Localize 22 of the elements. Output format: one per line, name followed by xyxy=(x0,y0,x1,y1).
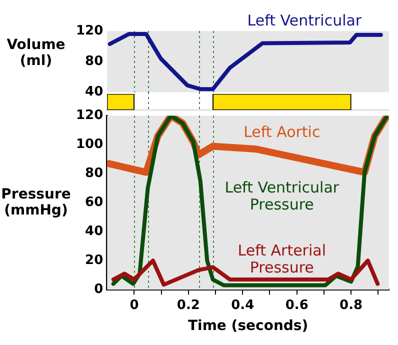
x-tick-label: 0.4 xyxy=(231,298,254,313)
series-label: Left Aortic xyxy=(244,123,320,142)
series-label: Left Arterial Pressure xyxy=(238,241,326,276)
series-label: Left Ventricular Pressure xyxy=(224,178,340,214)
series-label: Left Ventricular xyxy=(247,12,362,30)
x-tick-label: 0 xyxy=(130,298,139,313)
y-tick-label: 40 xyxy=(85,84,104,100)
x-tick-label: 0.6 xyxy=(285,298,308,313)
y-tick-label: 80 xyxy=(85,54,104,69)
y-tick-label: 120 xyxy=(76,108,104,124)
y-tick-label: 0 xyxy=(94,282,104,297)
x-tick-label: 0.2 xyxy=(176,298,200,313)
y-axis-title: Pressure (mmHg) xyxy=(1,186,71,218)
x-axis-title: Time (seconds) xyxy=(188,318,308,334)
x-tick-label: 0.8 xyxy=(340,298,363,313)
y-axis-title: Volume (ml) xyxy=(6,37,66,70)
y-tick-label: 40 xyxy=(85,224,104,240)
y-tick-label: 120 xyxy=(76,23,104,38)
y-tick-label: 100 xyxy=(76,137,104,152)
y-tick-label: 80 xyxy=(85,166,104,182)
y-tick-label: 60 xyxy=(85,195,104,210)
y-tick-label: 20 xyxy=(85,253,104,268)
